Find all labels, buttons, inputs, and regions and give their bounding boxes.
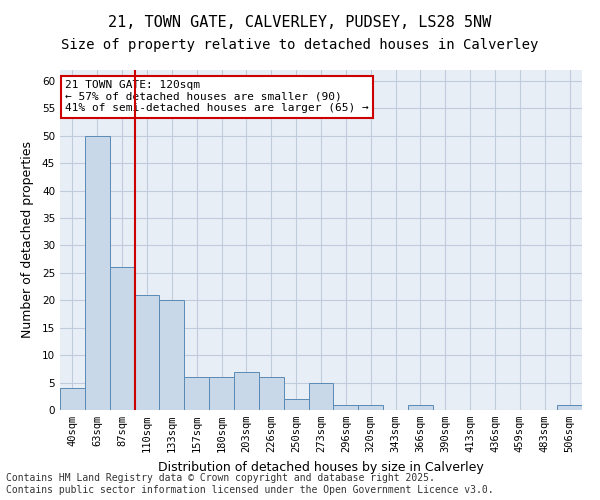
Bar xyxy=(408,404,433,410)
Bar xyxy=(358,404,383,410)
Bar xyxy=(557,404,582,410)
Bar xyxy=(110,268,134,410)
Text: Size of property relative to detached houses in Calverley: Size of property relative to detached ho… xyxy=(61,38,539,52)
Bar xyxy=(234,372,259,410)
Bar xyxy=(308,382,334,410)
Bar xyxy=(334,404,358,410)
Text: Contains HM Land Registry data © Crown copyright and database right 2025.
Contai: Contains HM Land Registry data © Crown c… xyxy=(6,474,494,495)
Bar xyxy=(85,136,110,410)
Text: 21 TOWN GATE: 120sqm
← 57% of detached houses are smaller (90)
41% of semi-detac: 21 TOWN GATE: 120sqm ← 57% of detached h… xyxy=(65,80,369,114)
Bar xyxy=(209,377,234,410)
Bar xyxy=(259,377,284,410)
Bar xyxy=(60,388,85,410)
Bar xyxy=(284,399,308,410)
X-axis label: Distribution of detached houses by size in Calverley: Distribution of detached houses by size … xyxy=(158,460,484,473)
Bar xyxy=(160,300,184,410)
Bar xyxy=(134,295,160,410)
Text: 21, TOWN GATE, CALVERLEY, PUDSEY, LS28 5NW: 21, TOWN GATE, CALVERLEY, PUDSEY, LS28 5… xyxy=(109,15,491,30)
Y-axis label: Number of detached properties: Number of detached properties xyxy=(20,142,34,338)
Bar xyxy=(184,377,209,410)
